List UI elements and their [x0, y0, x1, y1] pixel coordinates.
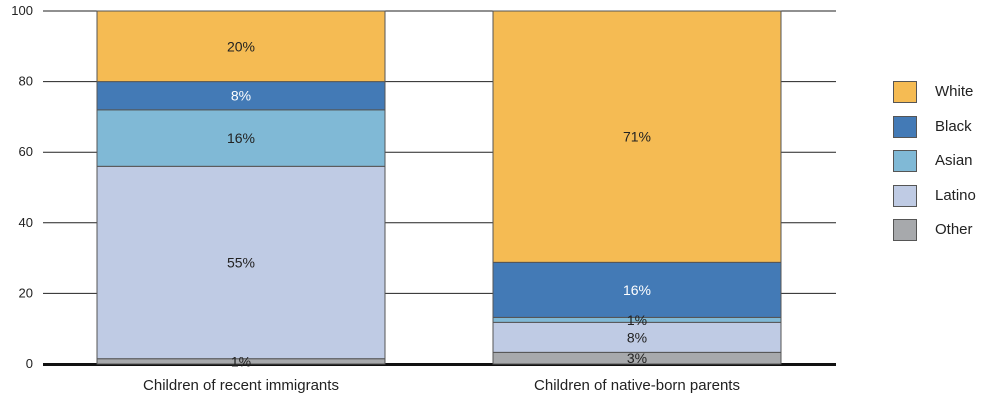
legend-label-asian: Asian — [935, 152, 973, 169]
x-axis-categories: Children of recent immigrants Children of… — [143, 377, 740, 394]
legend-swatch-white — [893, 81, 917, 103]
data-label-latino: 8% — [627, 329, 647, 345]
y-tick-label: 100 — [11, 3, 33, 18]
legend-label-latino: Latino — [935, 186, 976, 204]
legend-item-black: Black — [893, 115, 1003, 151]
y-tick-label: 0 — [26, 356, 33, 371]
data-label-other: 3% — [627, 350, 647, 366]
data-label-black: 8% — [231, 88, 251, 104]
bar-segment-latino — [492, 321, 782, 353]
legend-item-other: Other — [893, 219, 1003, 254]
legend-swatch-other — [893, 219, 917, 241]
data-label-asian: 16% — [227, 130, 255, 146]
bar-segment-black — [492, 261, 782, 318]
legend-swatch-latino — [893, 184, 917, 207]
legend-item-white: White — [893, 81, 1003, 116]
y-tick-label: 80 — [19, 74, 33, 89]
segment-labels: 1%55%16%8%20%3%8%1%16%71% — [227, 38, 651, 369]
data-label-asian: 1% — [627, 312, 647, 328]
data-label-black: 16% — [623, 282, 651, 298]
bars — [96, 10, 782, 365]
data-label-white: 71% — [623, 129, 651, 145]
bar-segment-white — [96, 10, 386, 83]
x-category-label: Children of recent immigrants — [143, 377, 339, 394]
y-tick-label: 20 — [19, 285, 33, 300]
legend-swatch-black — [893, 115, 917, 138]
legend-label-other: Other — [935, 221, 973, 238]
x-category-label: Children of native-born parents — [534, 377, 740, 394]
data-label-other: 1% — [231, 353, 251, 369]
y-tick-label: 60 — [19, 144, 33, 159]
legend-item-latino: Latino — [893, 184, 1003, 220]
legend-item-asian: Asian — [893, 150, 1003, 185]
bar-segment-latino — [96, 165, 386, 360]
data-label-white: 20% — [227, 38, 255, 54]
legend-swatch-asian — [893, 150, 917, 172]
y-tick-label: 40 — [19, 215, 33, 230]
legend: White Black Asian Latino Other — [893, 81, 1003, 254]
legend-label-black: Black — [935, 117, 972, 135]
bar-segment-white — [492, 10, 782, 263]
legend-label-white: White — [935, 83, 974, 100]
data-label-latino: 55% — [227, 255, 255, 271]
